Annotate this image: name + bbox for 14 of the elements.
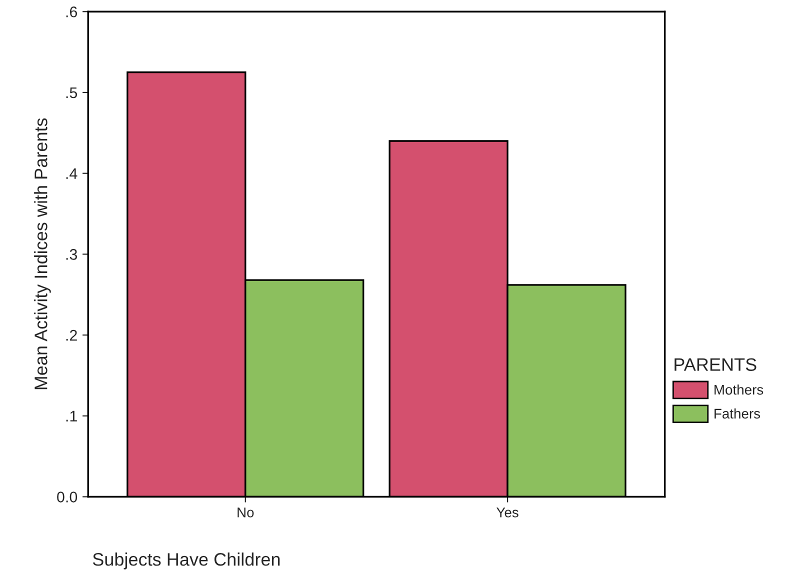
x-axis-title: Subjects Have Children [92,552,280,570]
y-axis-title: Mean Activity Indices with Parents [34,118,51,390]
y-tick-label: .3 [66,249,78,260]
y-tick-label: .4 [66,168,78,179]
x-tick-label: Yes [496,508,518,518]
y-tick-label: .2 [66,330,77,341]
x-tick-label: No [238,508,254,518]
legend-label: Fathers [714,408,760,419]
legend-label: Mothers [714,384,764,395]
y-tick-label: .5 [66,88,78,98]
y-tick-label: .6 [66,6,78,18]
legend-title: PARENTS [674,358,756,371]
y-tick-label: .1 [66,410,77,422]
y-tick-label: 0.0 [57,492,78,502]
